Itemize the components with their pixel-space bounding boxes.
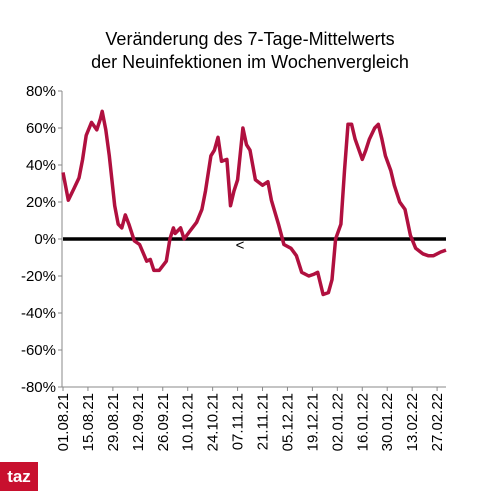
x-tick-label: 16.01.22: [354, 393, 371, 451]
chart-title: Veränderung des 7-Tage-Mittelwerts: [105, 29, 394, 49]
x-tick-label: 05.12.21: [279, 393, 296, 451]
x-tick-label: 01.08.21: [55, 393, 72, 451]
logo: taz: [7, 467, 31, 486]
x-tick-label: 30.01.22: [379, 393, 396, 451]
x-tick-label: 13.02.22: [404, 393, 421, 451]
y-tick-label: -40%: [21, 305, 56, 322]
y-tick-label: -20%: [21, 268, 56, 285]
y-tick-label: 60%: [26, 120, 56, 137]
y-tick-label: 40%: [26, 157, 56, 174]
y-tick-label: -80%: [21, 379, 56, 396]
x-tick-label: 27.02.22: [429, 393, 446, 451]
chart-title: der Neuinfektionen im Wochenvergleich: [91, 52, 409, 72]
x-tick-label: 07.11.21: [230, 393, 247, 450]
x-tick-label: 12.09.21: [130, 393, 147, 451]
y-tick-label: 20%: [26, 194, 56, 211]
x-tick-label: 10.10.21: [180, 393, 197, 451]
x-tick-label: 29.08.21: [105, 393, 122, 451]
x-tick-label: 26.09.21: [155, 393, 172, 451]
data-line: [61, 109, 447, 297]
x-tick-label: 19.12.21: [304, 393, 321, 451]
logo-box: [0, 462, 38, 491]
x-tick-label: 15.08.21: [80, 393, 97, 451]
x-tick-label: 24.10.21: [205, 393, 222, 451]
y-tick-label: 0%: [34, 231, 56, 248]
x-tick-label: 02.01.22: [329, 393, 346, 451]
x-tick-label: 21.11.21: [255, 393, 272, 450]
y-tick-label: -60%: [21, 342, 56, 359]
annotation: <: [236, 237, 245, 254]
y-tick-label: 80%: [26, 83, 56, 100]
